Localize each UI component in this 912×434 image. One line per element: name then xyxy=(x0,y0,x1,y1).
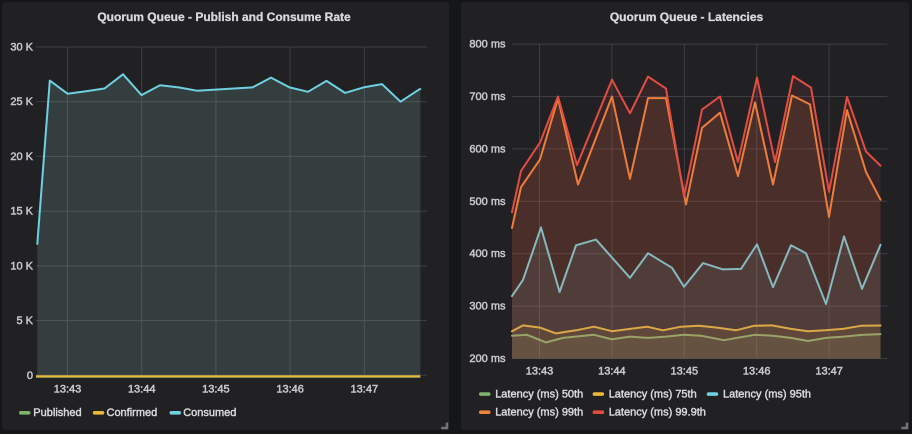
svg-text:20 K: 20 K xyxy=(10,151,33,163)
svg-text:Latency (ms) 50th: Latency (ms) 50th xyxy=(495,389,583,401)
svg-text:600 ms: 600 ms xyxy=(469,143,506,155)
svg-text:13:46: 13:46 xyxy=(743,366,771,378)
svg-text:Quorum Queue - Publish and Con: Quorum Queue - Publish and Consume Rate xyxy=(97,10,351,24)
svg-text:Consumed: Consumed xyxy=(183,407,236,419)
svg-text:10 K: 10 K xyxy=(10,260,33,272)
svg-text:13:43: 13:43 xyxy=(526,366,554,378)
svg-text:Latency (ms) 95th: Latency (ms) 95th xyxy=(723,389,811,401)
svg-text:30 K: 30 K xyxy=(10,42,33,54)
svg-text:700 ms: 700 ms xyxy=(469,91,506,103)
svg-text:500 ms: 500 ms xyxy=(469,196,506,208)
svg-text:13:44: 13:44 xyxy=(598,366,626,378)
svg-text:Quorum Queue - Latencies: Quorum Queue - Latencies xyxy=(610,10,764,24)
svg-text:5 K: 5 K xyxy=(16,315,33,327)
svg-text:13:43: 13:43 xyxy=(54,384,82,396)
svg-text:0: 0 xyxy=(27,370,33,382)
svg-text:25 K: 25 K xyxy=(10,96,33,108)
svg-text:13:47: 13:47 xyxy=(351,384,379,396)
svg-text:13:46: 13:46 xyxy=(276,384,304,396)
svg-text:Confirmed: Confirmed xyxy=(107,407,158,419)
svg-text:200 ms: 200 ms xyxy=(469,353,506,365)
svg-text:13:47: 13:47 xyxy=(815,366,843,378)
svg-text:15 K: 15 K xyxy=(10,206,33,218)
svg-text:13:44: 13:44 xyxy=(128,384,156,396)
svg-text:400 ms: 400 ms xyxy=(469,248,506,260)
svg-text:Latency (ms) 75th: Latency (ms) 75th xyxy=(609,389,697,401)
svg-text:Latency (ms) 99.9th: Latency (ms) 99.9th xyxy=(609,407,706,419)
svg-text:Published: Published xyxy=(33,407,81,419)
svg-text:Latency (ms) 99th: Latency (ms) 99th xyxy=(495,407,583,419)
svg-text:300 ms: 300 ms xyxy=(469,301,506,313)
svg-text:13:45: 13:45 xyxy=(202,384,230,396)
svg-text:13:45: 13:45 xyxy=(671,366,699,378)
svg-text:800 ms: 800 ms xyxy=(469,39,506,51)
